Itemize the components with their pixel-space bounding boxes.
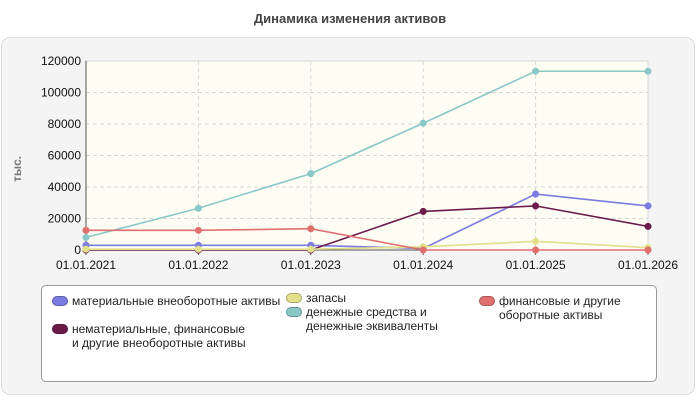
series-line-4 [86, 227, 648, 251]
data-point-4 [419, 246, 427, 254]
series-line-0 [86, 193, 649, 250]
legend-item-intangible[interactable]: нематериальные, финансовые и другие внео… [52, 322, 252, 350]
data-point-3 [194, 204, 202, 212]
y-axis-label: тыс. [10, 155, 24, 182]
x-tick-label: 01.01.2023 [281, 258, 341, 272]
y-tick-label: 60000 [48, 149, 82, 163]
legend-item-inventory[interactable]: запасы [286, 291, 446, 305]
grid-layer [86, 60, 648, 250]
x-tick-label: 01.01.2026 [618, 258, 678, 272]
data-point-2 [532, 237, 540, 245]
x-tick-label: 01.01.2025 [506, 258, 566, 272]
legend-label: запасы [306, 291, 346, 305]
legend-swatch [479, 296, 495, 306]
legend-label: нематериальные, финансовые и другие внео… [72, 322, 246, 350]
data-point-3 [532, 67, 540, 75]
series-line-3 [85, 70, 648, 239]
legend-swatch [52, 296, 68, 306]
legend-item-tangible[interactable]: материальные внеоборотные активы [52, 294, 288, 308]
data-point-1 [419, 207, 427, 215]
legend-label: финансовые и другие оборотные активы [499, 294, 621, 322]
legend: материальные внеоборотные активы нематер… [41, 285, 657, 382]
y-tick-label: 100000 [41, 86, 81, 100]
legend-item-financial[interactable]: финансовые и другие оборотные активы [479, 294, 649, 322]
y-tick-label: 20000 [48, 212, 82, 226]
y-tick-label: 120000 [41, 54, 81, 68]
legend-label: материальные внеоборотные активы [72, 294, 281, 308]
legend-swatch [286, 293, 302, 303]
data-point-0 [532, 190, 540, 198]
data-point-3 [644, 67, 652, 75]
data-point-0 [644, 202, 652, 210]
y-tick-label: 40000 [48, 180, 82, 194]
data-point-2 [194, 245, 202, 253]
data-point-4 [82, 226, 90, 234]
data-point-2 [307, 245, 315, 253]
legend-item-cash[interactable]: денежные средства и денежные эквиваленты [286, 305, 471, 333]
data-point-4 [532, 246, 540, 254]
series-line-2 [86, 240, 649, 251]
y-tick-label: 80000 [48, 117, 82, 131]
data-point-4 [194, 226, 202, 234]
data-point-2 [82, 245, 90, 253]
x-tick-label: 01.01.2021 [56, 258, 116, 272]
legend-label: денежные средства и денежные эквиваленты [306, 305, 438, 333]
data-point-3 [82, 233, 90, 241]
legend-swatch [286, 307, 302, 317]
x-tick-label: 01.01.2022 [168, 258, 228, 272]
chart-title: Динамика изменения активов [253, 11, 447, 26]
y-tick-label: 0 [74, 243, 81, 257]
data-point-1 [532, 202, 540, 210]
data-point-1 [644, 222, 652, 230]
legend-swatch [52, 324, 68, 334]
x-tick-label: 01.01.2024 [393, 258, 453, 272]
data-point-4 [644, 246, 652, 254]
series-layer [82, 67, 652, 254]
data-point-3 [307, 170, 315, 178]
data-point-3 [419, 119, 427, 127]
axis-layer: 0 20000 40000 60000 80000 100000 120000 01.01.2… [41, 54, 678, 272]
data-point-4 [307, 225, 315, 233]
